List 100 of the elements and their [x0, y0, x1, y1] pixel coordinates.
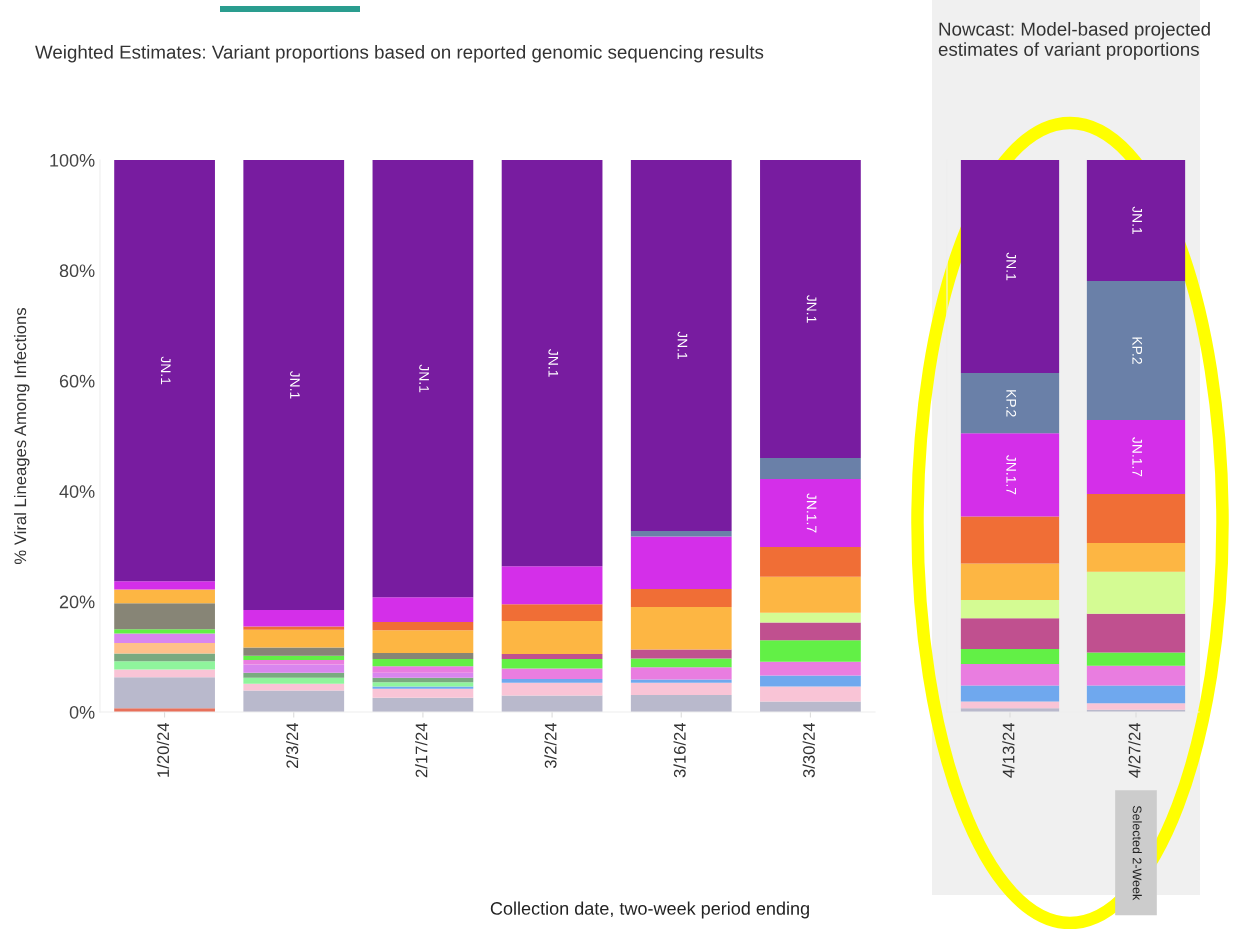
bar: [243, 647, 345, 656]
bar: [114, 669, 215, 678]
bar: [372, 160, 474, 598]
bar: [630, 588, 732, 608]
bar: [114, 629, 215, 634]
bar: [243, 672, 345, 678]
bar: [372, 697, 474, 712]
y-tick-label: 80%: [59, 264, 95, 278]
text: Selected 2-Week: [1132, 805, 1142, 901]
bar: [372, 688, 474, 698]
x-tick-label: 4/13/24: [1002, 722, 1015, 778]
bar: [630, 694, 732, 712]
bar: [760, 546, 861, 577]
bar: [760, 686, 861, 702]
bar: [501, 682, 603, 696]
bar: [1086, 543, 1186, 572]
bar: [760, 160, 861, 459]
bar: [114, 589, 215, 604]
bar: [372, 677, 474, 683]
bar: [960, 663, 1060, 686]
bar: [960, 618, 1060, 650]
bar: [960, 516, 1060, 564]
bar: [501, 668, 603, 679]
bar: [630, 607, 732, 650]
bar: [1086, 280, 1186, 420]
bar: [630, 536, 732, 589]
bar: [114, 633, 215, 643]
text: JN.1.7: [1006, 455, 1016, 495]
bar: [243, 677, 345, 684]
bar: [372, 622, 474, 631]
bar: [760, 458, 861, 480]
bar: [243, 690, 345, 712]
series-label: JN.1: [1006, 252, 1016, 281]
bar: [760, 576, 861, 613]
bar: [960, 563, 1060, 600]
bar: [501, 160, 603, 567]
bar: [960, 685, 1060, 702]
bar: [501, 620, 603, 655]
bar: [243, 609, 345, 627]
text: JN.1: [290, 370, 300, 399]
bar: [372, 597, 474, 623]
bar: [114, 677, 215, 709]
x-tick-label: 2/3/24: [285, 722, 299, 768]
series-label: JN.1.7: [1132, 437, 1142, 477]
x-tick-label: 1/20/24: [156, 722, 170, 777]
x-tick-label: 3/2/24: [544, 722, 557, 769]
bar: [114, 160, 215, 582]
bar: [243, 160, 345, 610]
chart-title: Nowcast: Model-based projected estimates of variant proportions: [938, 22, 1210, 60]
bar: [1086, 571, 1186, 614]
bar: [760, 479, 861, 547]
x-tick-label: 3/16/24: [673, 722, 686, 778]
bar: [114, 643, 215, 654]
text: KP.2: [1132, 337, 1143, 364]
bar: [1086, 665, 1186, 686]
series-label: JN.1: [677, 331, 688, 360]
bar: [1086, 493, 1186, 544]
bar: [630, 679, 732, 683]
bar: [630, 160, 732, 531]
text: JN.1: [1132, 206, 1142, 235]
bar: [372, 666, 474, 673]
bar: [1086, 160, 1186, 281]
series-label: KP.2: [1006, 390, 1017, 417]
bar: [114, 581, 215, 590]
bar: [1086, 652, 1186, 666]
bar: [760, 661, 861, 676]
x-tick-label: 3/30/24: [802, 722, 815, 778]
bar: [760, 612, 861, 623]
bar: [1086, 613, 1186, 653]
bar: [114, 603, 215, 630]
bar: [243, 660, 345, 665]
x-axis-title: Collection date, two-week period ending: [490, 901, 809, 919]
bar: [114, 661, 215, 670]
y-tick-label: 20%: [59, 595, 95, 609]
bar: [243, 664, 345, 673]
bar: [501, 659, 603, 669]
bar: [960, 373, 1060, 434]
bar: [372, 672, 474, 678]
bar: [630, 682, 732, 695]
bar: [114, 653, 215, 662]
bar: [372, 682, 474, 687]
bar: [501, 654, 603, 660]
bar: [960, 701, 1060, 709]
bar: [372, 652, 474, 660]
chart-title: Weighted Estimates: Variant proportions based on reported genomic sequencing results: [35, 45, 764, 63]
bar: [960, 160, 1060, 374]
bar: [501, 604, 603, 621]
y-tick-label: 40%: [59, 485, 95, 498]
y-tick-label: 100%: [50, 153, 95, 167]
x-tick-label: 2/17/24: [415, 722, 428, 778]
text: JN.1: [419, 364, 429, 393]
bar: [630, 649, 732, 659]
bar: [372, 686, 474, 689]
bar: [630, 667, 732, 680]
bar: [960, 433, 1060, 517]
text: JN.1: [806, 294, 817, 323]
bar: [630, 530, 732, 537]
bar: [243, 626, 345, 630]
text: JN.1: [548, 349, 559, 377]
bar: [243, 655, 345, 661]
